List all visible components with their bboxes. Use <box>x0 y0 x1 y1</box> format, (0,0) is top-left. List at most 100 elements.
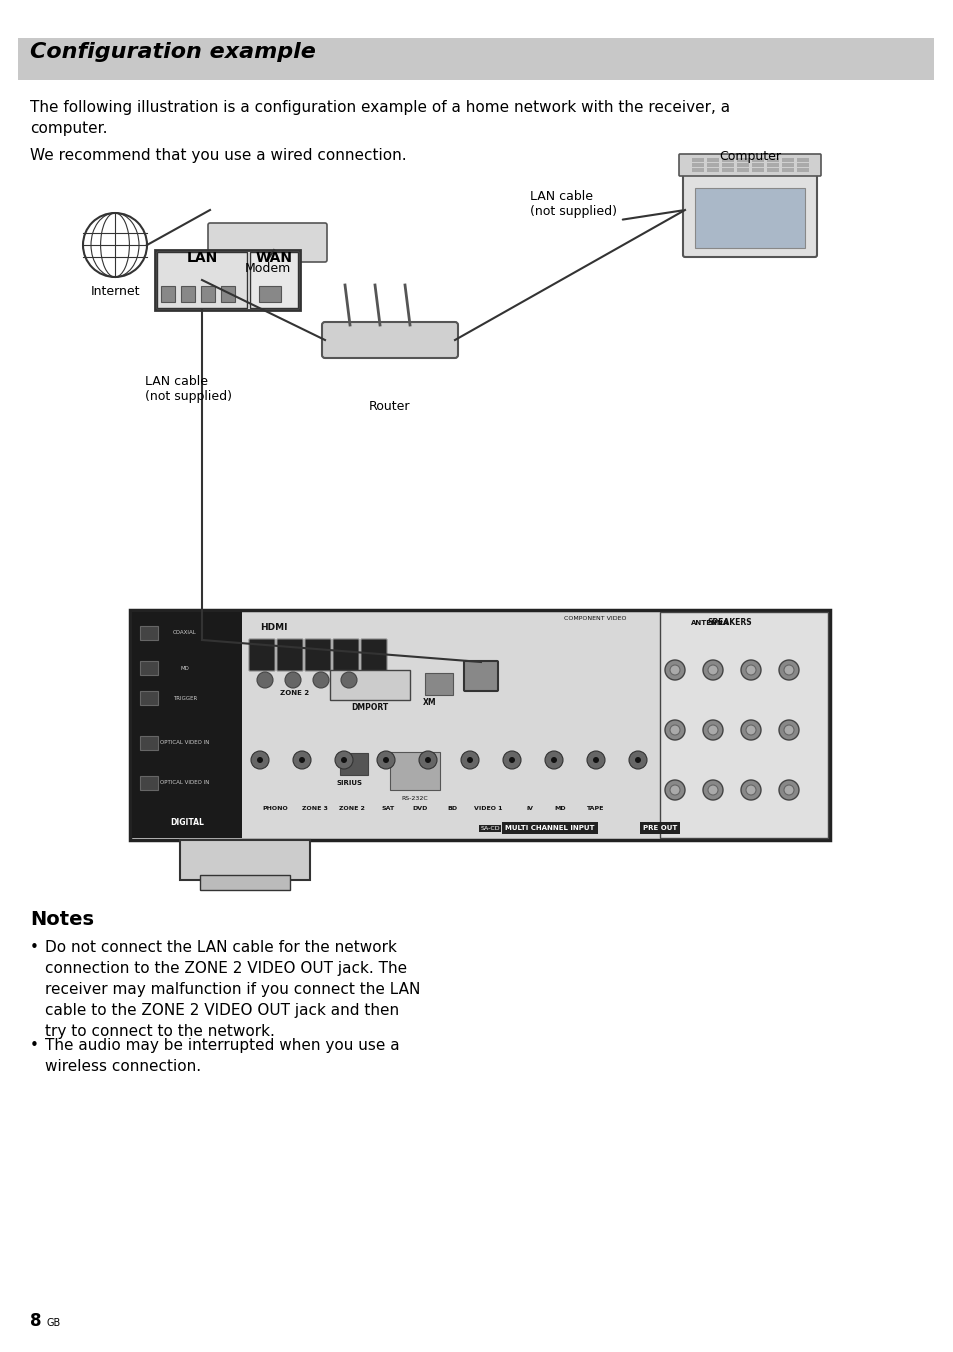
Text: LAN cable: LAN cable <box>145 375 208 388</box>
Text: HDMI: HDMI <box>260 623 287 631</box>
Circle shape <box>707 786 718 795</box>
Circle shape <box>293 750 311 769</box>
Text: RS-232C: RS-232C <box>401 796 428 800</box>
Bar <box>140 735 158 750</box>
Bar <box>200 875 290 890</box>
Circle shape <box>783 786 793 795</box>
Circle shape <box>251 750 269 769</box>
Circle shape <box>664 721 684 740</box>
Bar <box>130 610 829 840</box>
Text: LAN cable: LAN cable <box>530 191 593 203</box>
Circle shape <box>745 786 755 795</box>
Text: The following illustration is a configuration example of a home network with the: The following illustration is a configur… <box>30 100 729 137</box>
Circle shape <box>783 725 793 735</box>
Text: OPTICAL VIDEO IN: OPTICAL VIDEO IN <box>160 741 210 745</box>
Bar <box>721 168 733 172</box>
Text: PHONO: PHONO <box>262 806 288 811</box>
Circle shape <box>719 757 724 763</box>
Bar <box>246 250 255 256</box>
Text: VIDEO 1: VIDEO 1 <box>474 806 501 811</box>
Circle shape <box>509 757 515 763</box>
Text: •: • <box>30 1038 39 1053</box>
Circle shape <box>669 786 679 795</box>
Circle shape <box>628 750 646 769</box>
Text: ZONE 3: ZONE 3 <box>302 806 328 811</box>
Circle shape <box>376 750 395 769</box>
Text: •: • <box>30 940 39 955</box>
Text: iV: iV <box>526 806 533 811</box>
Bar <box>691 158 703 162</box>
Text: Computer: Computer <box>719 150 781 164</box>
Bar <box>721 164 733 168</box>
FancyBboxPatch shape <box>679 154 821 176</box>
Circle shape <box>551 757 557 763</box>
Bar <box>424 673 453 695</box>
Bar <box>691 168 703 172</box>
Circle shape <box>669 665 679 675</box>
Bar <box>330 671 410 700</box>
Circle shape <box>340 757 347 763</box>
Circle shape <box>635 757 640 763</box>
FancyBboxPatch shape <box>682 173 816 257</box>
Bar <box>737 158 748 162</box>
FancyBboxPatch shape <box>333 639 358 671</box>
Text: DVD: DVD <box>412 806 427 811</box>
Circle shape <box>779 660 799 680</box>
Circle shape <box>418 750 436 769</box>
Text: OPTICAL VIDEO IN: OPTICAL VIDEO IN <box>160 780 210 786</box>
Bar <box>250 251 297 308</box>
Text: ZONE 2: ZONE 2 <box>280 690 309 696</box>
Text: DMPORT: DMPORT <box>351 703 388 713</box>
Bar <box>232 250 242 256</box>
Circle shape <box>712 750 730 769</box>
Circle shape <box>382 757 389 763</box>
Text: COMPONENT VIDEO: COMPONENT VIDEO <box>563 617 625 621</box>
FancyBboxPatch shape <box>360 639 387 671</box>
Bar <box>201 287 214 301</box>
Circle shape <box>779 780 799 800</box>
FancyBboxPatch shape <box>463 661 497 691</box>
Circle shape <box>783 665 793 675</box>
Text: Do not connect the LAN cable for the network
connection to the ZONE 2 VIDEO OUT : Do not connect the LAN cable for the net… <box>45 940 420 1038</box>
Circle shape <box>340 672 356 688</box>
Circle shape <box>670 750 688 769</box>
Bar <box>157 251 247 308</box>
Bar <box>390 752 439 790</box>
Bar <box>737 164 748 168</box>
Circle shape <box>740 721 760 740</box>
Bar <box>659 612 827 838</box>
Circle shape <box>702 780 722 800</box>
Bar <box>260 250 270 256</box>
Circle shape <box>669 725 679 735</box>
Circle shape <box>740 660 760 680</box>
Text: TRIGGER: TRIGGER <box>172 695 197 700</box>
Bar <box>288 250 297 256</box>
Bar <box>706 168 719 172</box>
Text: MD: MD <box>180 665 190 671</box>
Text: We recommend that you use a wired connection.: We recommend that you use a wired connec… <box>30 147 406 164</box>
Circle shape <box>702 660 722 680</box>
Bar <box>781 158 793 162</box>
Bar <box>154 250 299 310</box>
Text: The audio may be interrupted when you use a
wireless connection.: The audio may be interrupted when you us… <box>45 1038 399 1073</box>
Bar <box>140 776 158 790</box>
Circle shape <box>707 725 718 735</box>
Bar <box>781 168 793 172</box>
Circle shape <box>664 780 684 800</box>
Circle shape <box>502 750 520 769</box>
Bar <box>796 158 808 162</box>
Bar <box>18 38 933 80</box>
Circle shape <box>593 757 598 763</box>
Bar <box>751 164 763 168</box>
FancyBboxPatch shape <box>322 322 457 358</box>
Circle shape <box>677 757 682 763</box>
Bar <box>781 164 793 168</box>
Bar <box>691 164 703 168</box>
Bar <box>339 753 368 775</box>
Text: SPEAKERS: SPEAKERS <box>707 618 752 627</box>
Circle shape <box>460 750 478 769</box>
Text: SIRIUS: SIRIUS <box>336 780 363 786</box>
Circle shape <box>424 757 431 763</box>
Bar <box>796 168 808 172</box>
Text: SA-CD: SA-CD <box>479 826 499 831</box>
